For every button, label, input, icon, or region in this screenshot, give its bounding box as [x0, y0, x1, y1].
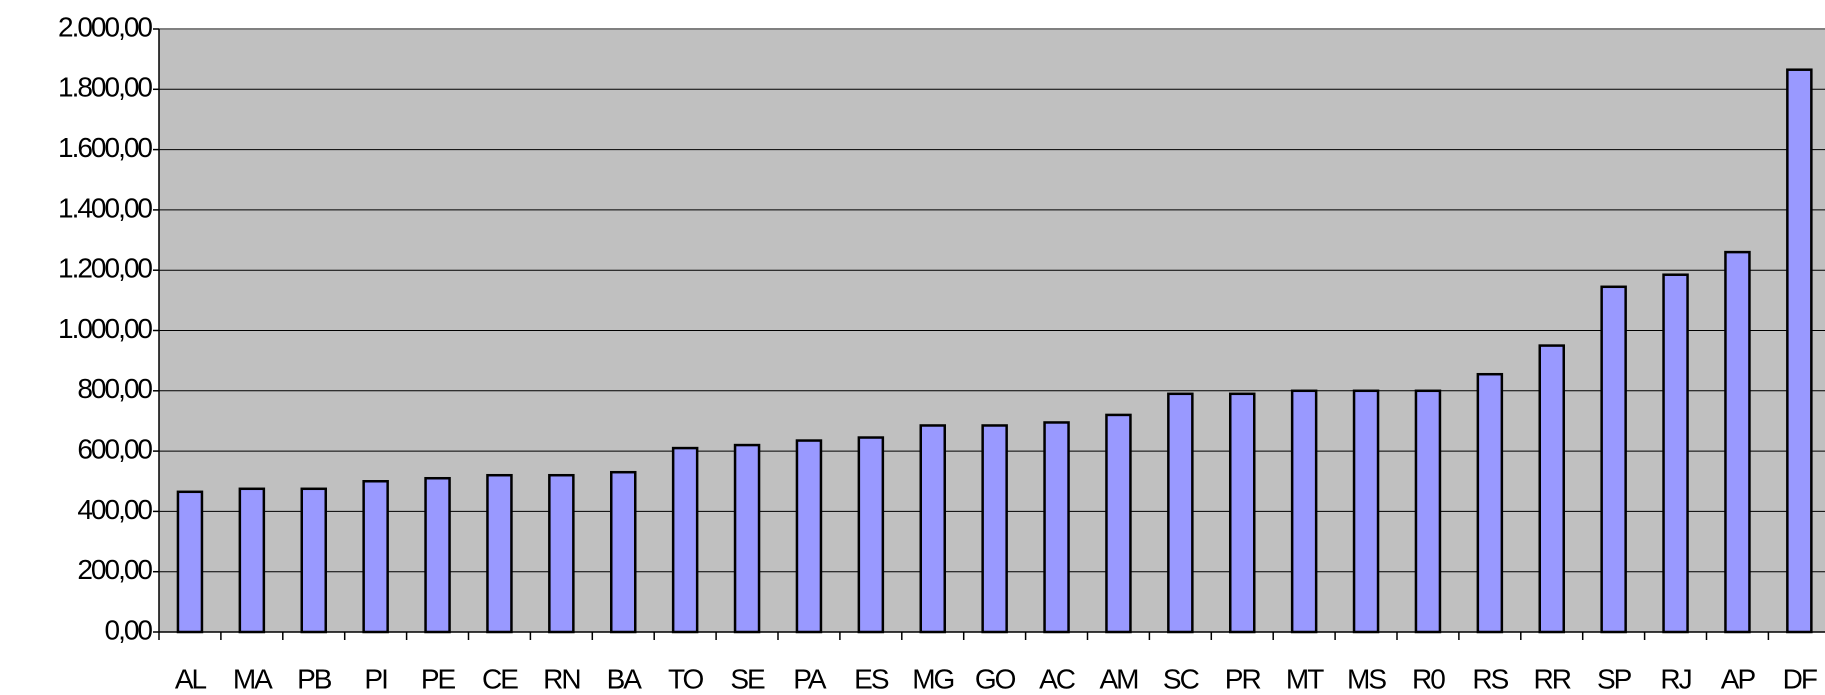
y-tick-label: 1.600,00	[58, 132, 152, 163]
x-tick-label: MT	[1286, 663, 1324, 694]
x-tick-label: MG	[912, 663, 953, 694]
x-tick-label: SC	[1163, 663, 1200, 694]
x-tick-label: GO	[975, 663, 1016, 694]
bar	[795, 439, 823, 634]
y-tick-label: 800,00	[77, 373, 152, 404]
x-tick-label: RS	[1472, 663, 1508, 694]
x-tick-label: PA	[793, 663, 827, 694]
x-tick-label: AL	[175, 663, 207, 694]
bar	[1786, 68, 1813, 634]
bar	[176, 490, 204, 634]
bar	[733, 443, 761, 634]
bar	[1476, 372, 1504, 634]
x-tick-label: ES	[854, 663, 889, 694]
x-tick-label: MS	[1347, 663, 1386, 694]
x-tick-label: DF	[1783, 663, 1817, 694]
bar	[362, 480, 389, 634]
bar	[1043, 421, 1070, 634]
bar	[610, 470, 637, 634]
x-tick-label: PB	[297, 663, 332, 694]
bar	[1724, 250, 1751, 634]
y-tick-label: 1.400,00	[58, 192, 152, 223]
x-tick-label: PI	[364, 663, 387, 694]
bar	[671, 446, 699, 634]
x-tick-label: MA	[233, 663, 273, 694]
bar	[548, 473, 575, 634]
y-tick-label: 2.000,00	[58, 11, 152, 42]
y-tick-label: 1.200,00	[58, 253, 152, 284]
bar	[919, 424, 946, 634]
bar	[1290, 389, 1318, 634]
bar	[1600, 285, 1627, 634]
bar	[424, 476, 451, 634]
x-tick-label: SP	[1597, 663, 1632, 694]
x-tick-label: PR	[1225, 663, 1261, 694]
bar	[1414, 389, 1442, 634]
bar	[300, 487, 327, 634]
x-tick-label: R0	[1412, 663, 1445, 694]
x-tick-label: RJ	[1660, 663, 1690, 694]
bar	[981, 424, 1008, 634]
y-tick-label: 1.800,00	[58, 72, 152, 103]
bar	[238, 487, 266, 634]
x-tick-label: AC	[1039, 663, 1076, 694]
y-tick-label: 0,00	[105, 614, 153, 645]
bar	[1538, 344, 1565, 634]
y-tick-label: 1.000,00	[58, 313, 152, 344]
x-tick-label: PE	[421, 663, 456, 694]
x-tick-label: TO	[668, 663, 704, 694]
x-tick-label: CE	[482, 663, 518, 694]
bar	[1662, 273, 1689, 634]
y-tick-label: 200,00	[77, 554, 152, 585]
x-tick-label: SE	[730, 663, 765, 694]
x-tick-label: RR	[1534, 663, 1571, 694]
bar	[1167, 392, 1194, 634]
bar	[1229, 392, 1256, 634]
bar	[486, 473, 513, 634]
x-tick-label: AM	[1099, 663, 1138, 694]
x-tick-label: RN	[543, 663, 579, 694]
x-tick-label: BA	[607, 663, 643, 694]
x-tick-label: AP	[1721, 663, 1756, 694]
y-tick-label: 600,00	[77, 433, 152, 464]
bar	[1352, 389, 1380, 634]
bar	[1105, 413, 1132, 634]
bar	[857, 436, 885, 634]
y-tick-label: 400,00	[77, 494, 152, 525]
